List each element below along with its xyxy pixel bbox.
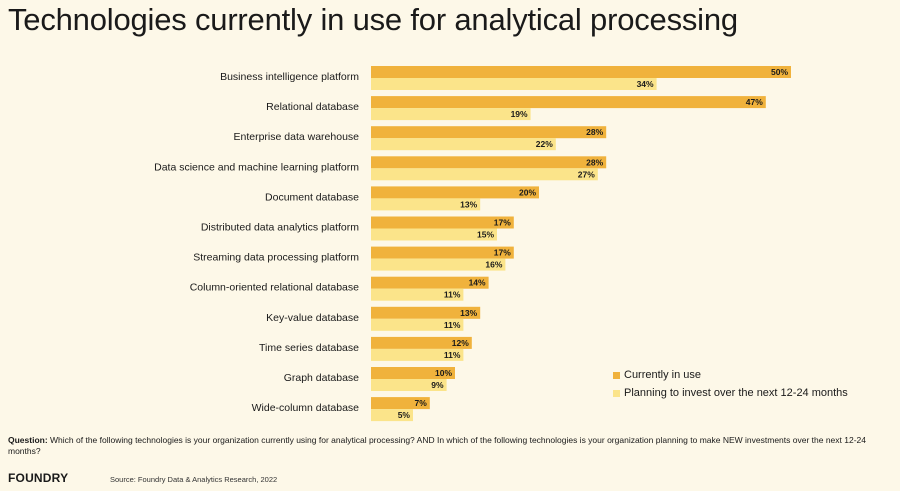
data-label: 22%: [536, 139, 553, 149]
category-label: Data science and machine learning platfo…: [154, 161, 359, 173]
bar-planning: [371, 138, 556, 151]
data-label: 13%: [460, 199, 477, 209]
bar-current: [371, 156, 607, 169]
data-label: 47%: [746, 97, 763, 107]
bar-current: [371, 397, 430, 410]
data-label: 11%: [444, 350, 461, 360]
data-label: 34%: [637, 79, 654, 89]
bar-planning: [371, 168, 598, 181]
data-label: 12%: [452, 338, 469, 348]
bar-planning: [371, 228, 497, 241]
category-label: Key-value database: [266, 312, 359, 324]
source-note: Source: Foundry Data & Analytics Researc…: [110, 475, 278, 484]
bar-planning: [371, 409, 413, 422]
bar-current: [371, 336, 472, 349]
category-label: Graph database: [284, 372, 359, 384]
question-label: Question:: [8, 435, 48, 445]
data-label: 9%: [431, 380, 444, 390]
data-label: 19%: [511, 109, 528, 119]
bar-current: [371, 216, 514, 229]
legend-item-current: Currently in use: [613, 366, 848, 384]
survey-question: Question: Which of the following technol…: [8, 435, 893, 457]
bar-planning: [371, 78, 657, 90]
data-label: 27%: [578, 169, 595, 179]
bar-current: [371, 126, 607, 139]
category-label: Wide-column database: [252, 402, 360, 414]
question-text: Which of the following technologies is y…: [8, 435, 866, 456]
data-label: 50%: [771, 67, 788, 77]
legend: Currently in use Planning to invest over…: [613, 366, 848, 402]
bar-planning: [371, 108, 531, 121]
data-label: 15%: [477, 230, 494, 240]
bar-planning: [371, 198, 481, 211]
category-label: Document database: [265, 191, 359, 203]
bar-chart: Business intelligence platform 50% 34% Rela…: [154, 66, 791, 422]
data-label: 28%: [586, 157, 603, 167]
data-label: 11%: [444, 320, 461, 330]
data-label: 20%: [519, 187, 536, 197]
category-label: Enterprise data warehouse: [234, 131, 360, 143]
bar-current: [371, 96, 766, 109]
bar-planning: [371, 379, 447, 391]
data-label: 17%: [494, 218, 511, 228]
bar-current: [371, 306, 481, 319]
data-label: 14%: [469, 278, 486, 288]
bar-current: [371, 367, 455, 379]
data-label: 17%: [494, 248, 511, 258]
data-label: 16%: [485, 260, 502, 270]
legend-swatch-planning: [613, 389, 620, 397]
data-label: 13%: [460, 308, 477, 318]
category-label: Streaming data processing platform: [193, 252, 359, 264]
data-label: 28%: [586, 127, 603, 137]
category-label: Relational database: [266, 101, 359, 113]
bar-current: [371, 66, 791, 78]
bar-planning: [371, 318, 464, 331]
bar-current: [371, 246, 514, 259]
bar-current: [371, 186, 539, 199]
data-label: 7%: [415, 398, 428, 408]
foundry-logo: FOUNDRY: [8, 471, 69, 485]
legend-label-current: Currently in use: [624, 369, 702, 381]
data-label: 10%: [435, 368, 452, 378]
data-label: 11%: [444, 290, 461, 300]
category-label: Distributed data analytics platform: [201, 222, 359, 234]
bar-planning: [371, 348, 464, 361]
bar-planning: [371, 258, 506, 271]
chart-title: Technologies currently in use for analyt…: [8, 2, 738, 37]
category-label: Business intelligence platform: [220, 71, 359, 83]
category-label: Column-oriented relational database: [190, 282, 359, 294]
category-label: Time series database: [259, 342, 359, 354]
legend-label-planning: Planning to invest over the next 12-24 m…: [624, 387, 848, 399]
data-label: 5%: [398, 410, 411, 420]
bar-current: [371, 276, 489, 289]
legend-swatch-current: [613, 371, 620, 379]
bar-planning: [371, 288, 464, 301]
legend-item-planning: Planning to invest over the next 12-24 m…: [613, 384, 848, 402]
